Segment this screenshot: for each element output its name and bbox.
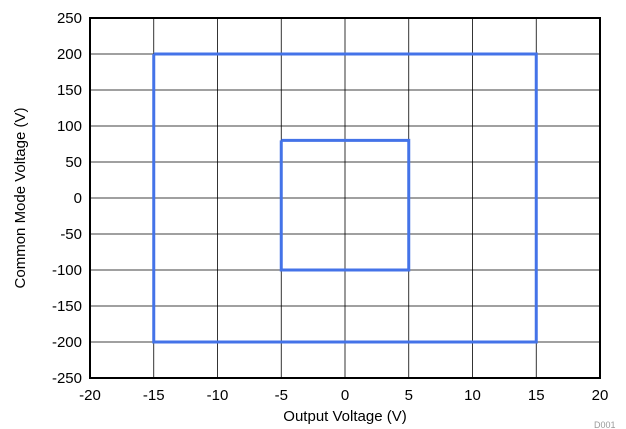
y-tick-label: -50 <box>60 226 82 243</box>
series-group <box>152 52 538 344</box>
y-tick-labels: -250 -200 -150 -100 -50 0 50 100 150 200 250 <box>52 10 82 387</box>
y-tick-label: -250 <box>52 370 82 387</box>
plot-frame <box>89 17 601 379</box>
x-tick-label: -15 <box>143 387 165 404</box>
y-tick-label: 200 <box>57 46 82 63</box>
figure-id-watermark: D001 <box>594 420 616 429</box>
x-tick-label: 5 <box>405 387 413 404</box>
y-tick-label: 150 <box>57 82 82 99</box>
y-tick-label: -200 <box>52 334 82 351</box>
x-tick-label: -10 <box>207 387 229 404</box>
y-tick-label: 0 <box>74 190 82 207</box>
x-tick-label: 10 <box>464 387 481 404</box>
y-tick-label: -150 <box>52 298 82 315</box>
x-tick-label: 0 <box>341 387 349 404</box>
x-tick-label: -5 <box>275 387 288 404</box>
x-axis-label: Output Voltage (V) <box>283 408 406 425</box>
series-line-1 <box>152 52 538 344</box>
x-tick-labels: -20 -15 -10 -5 0 5 10 15 20 <box>79 387 608 404</box>
y-tick-label: 100 <box>57 118 82 135</box>
x-tick-label: 20 <box>592 387 609 404</box>
y-tick-label: 250 <box>57 10 82 27</box>
grid <box>89 17 601 379</box>
x-tick-label: 15 <box>528 387 545 404</box>
series-line-2 <box>279 138 411 272</box>
y-tick-label: 50 <box>65 154 82 171</box>
y-axis-label: Common Mode Voltage (V) <box>12 108 29 289</box>
x-tick-label: -20 <box>79 387 101 404</box>
y-tick-label: -100 <box>52 262 82 279</box>
